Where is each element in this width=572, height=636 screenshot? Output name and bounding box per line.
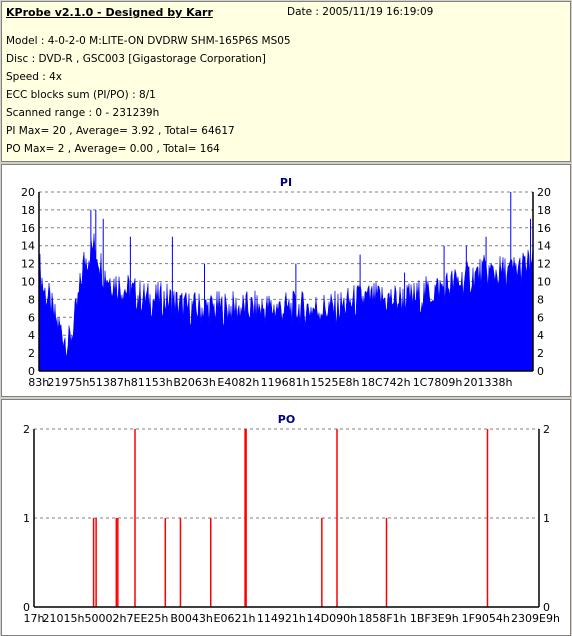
po-x-tick-label: 21015h <box>42 612 84 625</box>
po-y-tick-label: 2 <box>23 423 30 436</box>
pi-x-tick-label: 119681h <box>261 376 310 389</box>
po-x-tick-label: B0043h <box>170 612 213 625</box>
pi-y2-tick-label: 14 <box>537 240 551 253</box>
pi-summary-line: PI Max= 20 , Average= 3.92 , Total= 6461… <box>6 125 235 137</box>
pi-x-tick-label: 18C742h <box>361 376 411 389</box>
scan-date: Date : 2005/11/19 16:19:09 <box>287 6 434 18</box>
range-line: Scanned range : 0 - 231239h <box>6 107 160 119</box>
po-x-tick-label: 17h <box>23 612 44 625</box>
speed-line: Speed : 4x <box>6 71 63 83</box>
pi-series-area <box>38 233 534 372</box>
pi-x-tick-label: 21975h <box>47 376 89 389</box>
pi-y2-tick-label: 20 <box>537 186 551 199</box>
po-x-tick-label: 2309E9h <box>511 612 560 625</box>
po-chart-panel: PO 0 0 1 1 2 2 17h 21015h 50002h 7EE25h B0043h E0621… <box>1 399 571 636</box>
pi-y2-tick-label: 8 <box>537 293 544 306</box>
pi-y2-tick-label: 12 <box>537 258 551 271</box>
pi-x-tick-label: 201338h <box>464 376 513 389</box>
pi-y-tick-label: 0 <box>28 365 35 378</box>
pi-x-tick-label: E4082h <box>217 376 259 389</box>
pi-x-tick-label: 51387h <box>89 376 131 389</box>
pi-y-tick-label: 8 <box>28 293 35 306</box>
pi-y-tick-label: 10 <box>21 276 35 289</box>
pi-y-tick-label: 18 <box>21 204 35 217</box>
pi-y2-tick-label: 16 <box>537 222 551 235</box>
pi-y2-tick-label: 18 <box>537 204 551 217</box>
po-x-tick-label: 1858F1h <box>358 612 406 625</box>
pi-y-tick-label: 20 <box>21 186 35 199</box>
pi-x-tick-label: 83h <box>28 376 49 389</box>
po-x-tick-label: 1F9054h <box>462 612 510 625</box>
app-title: KProbe v2.1.0 - Designed by Karr <box>6 6 213 19</box>
pi-y-tick-label: 4 <box>28 329 35 342</box>
pi-x-tick-label: 1C7809h <box>413 376 463 389</box>
info-panel: KProbe v2.1.0 - Designed by Karr Date : … <box>1 1 571 162</box>
pi-x-tick-label: 1525E8h <box>311 376 360 389</box>
pi-x-tick-label: 81153h <box>131 376 173 389</box>
po-y2-tick-label: 1 <box>543 512 550 525</box>
model-line: Model : 4-0-2-0 M:LITE-ON DVDRW SHM-165P… <box>6 35 291 47</box>
pi-y2-tick-label: 10 <box>537 276 551 289</box>
po-y2-tick-label: 2 <box>543 423 550 436</box>
pi-y2-tick-label: 4 <box>537 329 544 342</box>
pi-chart-title: PI <box>280 176 292 189</box>
pi-x-tick-label: B2063h <box>173 376 216 389</box>
po-x-tick-label: 114921h <box>257 612 306 625</box>
po-x-tick-label: 50002h <box>85 612 127 625</box>
pi-y2-tick-label: 0 <box>537 365 544 378</box>
po-x-tick-label: 14D090h <box>307 612 357 625</box>
pi-y-tick-label: 6 <box>28 311 35 324</box>
po-y-tick-label: 1 <box>23 512 30 525</box>
po-chart-title: PO <box>278 413 295 426</box>
pi-y-tick-label: 12 <box>21 258 35 271</box>
disc-line: Disc : DVD-R , GSC003 [Gigastorage Corpo… <box>6 53 266 65</box>
pi-y2-tick-label: 2 <box>537 347 544 360</box>
pi-y-tick-label: 16 <box>21 222 35 235</box>
pi-chart-panel: PI 0 0 2 2 4 4 6 6 8 8 10 10 12 12 14 14 16 16 18 18 20 20 83h 2… <box>1 164 571 397</box>
pi-y2-tick-label: 6 <box>537 311 544 324</box>
po-x-tick-label: 7EE25h <box>127 612 169 625</box>
po-y2-tick-label: 0 <box>543 601 550 614</box>
po-x-tick-label: 1BF3E9h <box>410 612 459 625</box>
po-summary-line: PO Max= 2 , Average= 0.00 , Total= 164 <box>6 143 220 155</box>
ecc-line: ECC blocks sum (PI/PO) : 8/1 <box>6 89 156 101</box>
po-y-tick-label: 0 <box>23 601 30 614</box>
pi-y-tick-label: 2 <box>28 347 35 360</box>
pi-y-tick-label: 14 <box>21 240 35 253</box>
po-x-tick-label: E0621h <box>214 612 256 625</box>
